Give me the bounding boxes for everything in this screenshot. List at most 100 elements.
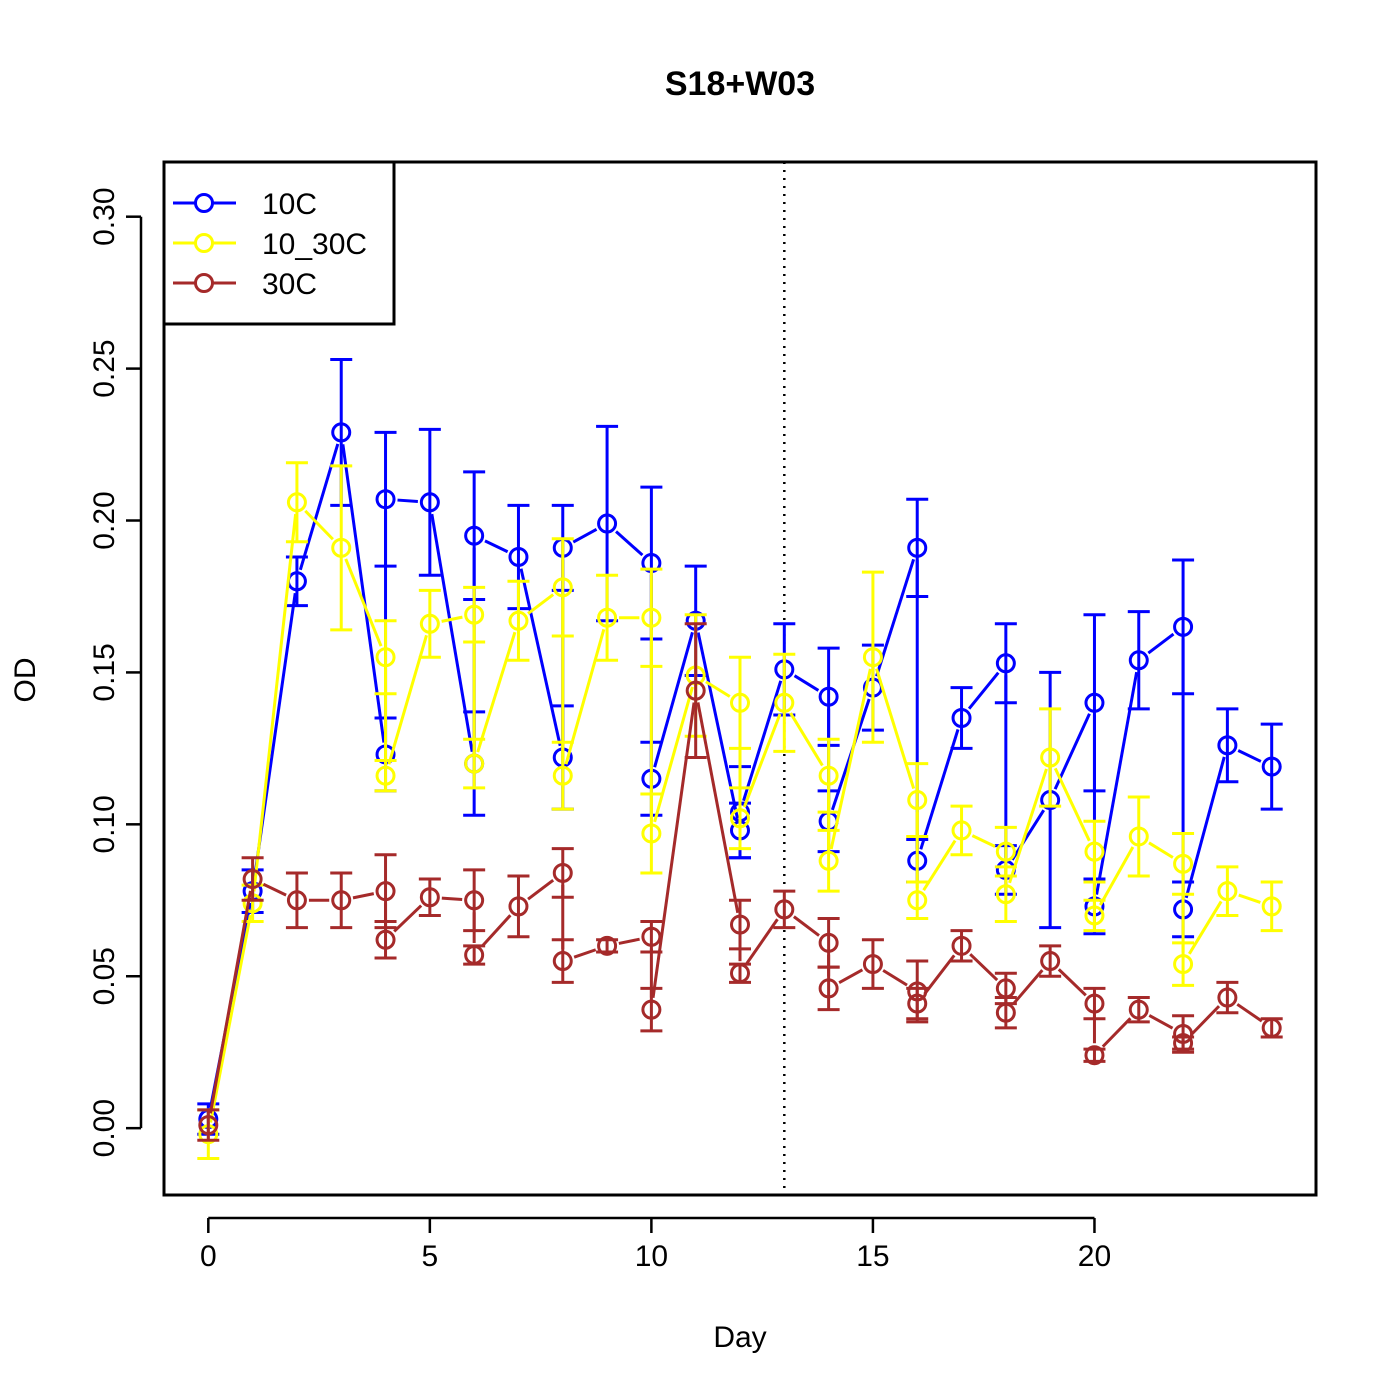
series-line-segment	[1147, 632, 1175, 655]
series-10_30C	[197, 461, 1283, 1161]
series-line-segment	[969, 953, 999, 982]
data-point	[198, 1115, 219, 1136]
data-point	[907, 890, 928, 911]
series-line-segment	[1053, 713, 1091, 790]
data-point	[818, 978, 839, 999]
data-point	[730, 914, 750, 935]
data-point	[242, 869, 263, 890]
data-point	[464, 890, 485, 911]
data-point	[375, 765, 396, 786]
data-point	[641, 926, 662, 947]
plot-area	[197, 162, 1283, 1195]
data-point	[286, 492, 307, 513]
data-point	[1217, 735, 1238, 756]
series-line-segment	[922, 839, 957, 891]
y-tick-label: 0.25	[88, 339, 121, 397]
x-tick-label: 10	[635, 1240, 668, 1273]
data-point	[951, 935, 972, 956]
series-line-segment	[789, 712, 824, 767]
series-line-segment	[484, 539, 509, 554]
series-line-segment	[1238, 893, 1261, 904]
legend-marker-10C	[194, 193, 214, 213]
series-line-segment	[1008, 768, 1048, 884]
x-tick-label: 15	[856, 1240, 889, 1273]
data-point	[995, 653, 1016, 674]
series-line-segment	[208, 890, 252, 1114]
data-point	[641, 999, 662, 1020]
series-line-segment	[967, 671, 1000, 710]
legend-label-30C: 30C	[262, 268, 317, 301]
data-point	[1261, 1017, 1282, 1038]
data-point	[685, 680, 706, 701]
x-tick-label: 20	[1078, 1240, 1111, 1273]
data-point	[331, 422, 352, 443]
data-point	[419, 492, 440, 513]
data-point	[951, 707, 972, 728]
x-tick-label: 5	[422, 1240, 439, 1273]
data-point	[508, 896, 529, 917]
data-point	[375, 489, 396, 510]
data-point	[1261, 896, 1282, 917]
series-line-segment	[527, 593, 555, 615]
data-point	[995, 1002, 1016, 1023]
data-point	[641, 823, 662, 844]
data-point	[331, 537, 352, 558]
data-point	[464, 604, 485, 625]
series-line-segment	[393, 904, 423, 933]
series-line-segment	[875, 668, 916, 790]
data-point	[331, 890, 352, 911]
data-point	[730, 692, 750, 713]
series-line-segment	[615, 530, 644, 557]
data-point	[464, 753, 485, 774]
data-point	[552, 862, 573, 883]
series-line-segment	[481, 914, 512, 948]
series-line-segment	[304, 509, 334, 541]
data-point	[951, 820, 972, 841]
series-line-segment	[441, 896, 463, 901]
data-point	[1128, 650, 1149, 671]
x-tick-label: 0	[200, 1240, 217, 1273]
data-point	[508, 610, 529, 631]
data-point	[375, 647, 396, 668]
data-point	[1173, 954, 1194, 975]
data-point	[597, 935, 618, 956]
data-point	[1128, 999, 1149, 1020]
data-point	[995, 841, 1016, 862]
data-point	[907, 537, 928, 558]
data-point	[1217, 987, 1238, 1008]
legend-marker-10_30C	[194, 233, 214, 253]
data-point	[1084, 692, 1105, 713]
data-point	[1173, 1033, 1194, 1054]
data-point	[862, 647, 883, 668]
data-point	[1173, 853, 1194, 874]
data-point	[1173, 616, 1194, 637]
series-line-segment	[793, 674, 820, 692]
series-line-segment	[476, 631, 517, 753]
data-point	[419, 613, 440, 634]
series-line-segment	[1237, 749, 1262, 763]
series-line-segment	[397, 498, 418, 503]
series-line-segment	[1101, 1017, 1132, 1048]
data-point	[818, 932, 839, 953]
legend: 10C 10_30C 30C	[162, 160, 396, 326]
y-tick-label: 0.20	[88, 491, 121, 549]
data-point	[552, 951, 573, 972]
series-line-segment	[653, 631, 694, 768]
data-point	[730, 808, 750, 829]
series-line-segment	[344, 558, 383, 647]
series-line-segment	[1236, 1003, 1263, 1023]
series-line-segment	[742, 713, 782, 808]
series-line-segment	[572, 528, 598, 544]
data-point	[375, 929, 396, 950]
data-point	[862, 954, 883, 975]
data-point	[508, 546, 529, 567]
data-point	[1040, 951, 1061, 972]
x-axis-label: Day	[713, 1321, 766, 1354]
series-line-segment	[829, 668, 872, 850]
legend-marker-30C	[194, 273, 214, 293]
chart-title: S18+W03	[665, 65, 815, 103]
series-line-segment	[1011, 809, 1045, 861]
legend-label-10_30C: 10_30C	[262, 228, 367, 261]
series-line-segment	[1188, 900, 1223, 955]
